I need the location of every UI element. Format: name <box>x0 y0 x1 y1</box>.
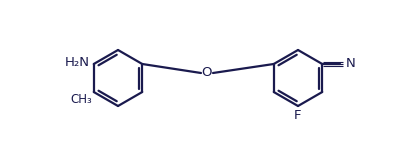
Text: N: N <box>346 57 355 70</box>
Text: O: O <box>201 66 212 80</box>
Text: H₂N: H₂N <box>65 57 90 69</box>
Text: F: F <box>294 109 301 122</box>
Text: CH₃: CH₃ <box>70 93 92 106</box>
